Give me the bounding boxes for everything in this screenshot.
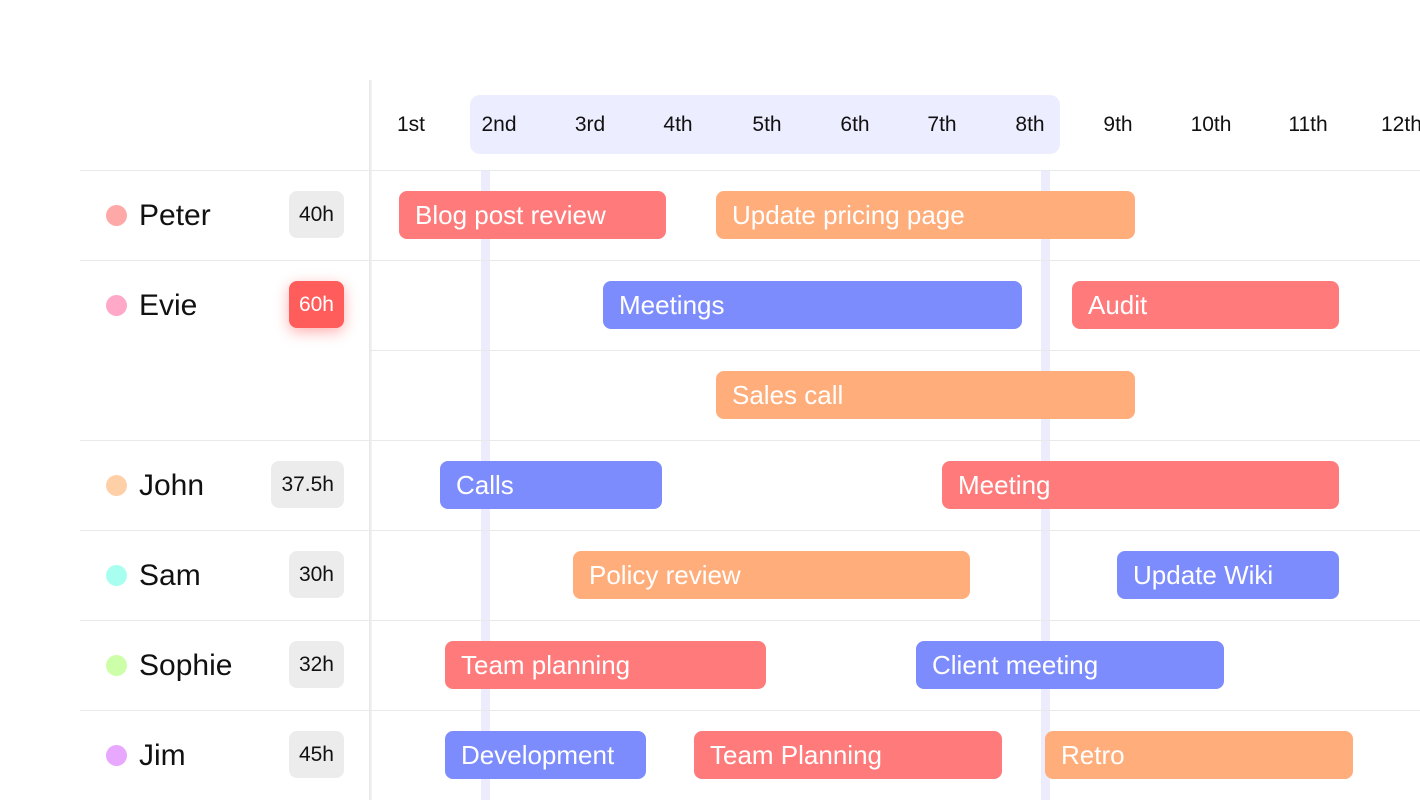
person-color-dot [106,295,127,316]
selected-date-range [470,95,1060,154]
hours-badge: 45h [288,731,344,778]
task-retro[interactable]: Retro [1045,731,1353,779]
task-development[interactable]: Development [445,731,646,779]
task-update-pricing-page[interactable]: Update pricing page [716,191,1135,239]
date-header-9th[interactable]: 9th [1103,113,1133,136]
task-meetings[interactable]: Meetings [603,281,1022,329]
date-header-5th[interactable]: 5th [752,113,782,136]
task-sales-call[interactable]: Sales call [716,371,1135,419]
task-audit[interactable]: Audit [1072,281,1339,329]
task-update-wiki[interactable]: Update Wiki [1117,551,1339,599]
person-color-dot [106,205,127,226]
hours-badge: 32h [288,641,344,688]
task-team-planning[interactable]: Team planning [445,641,766,689]
person-name: John [139,469,205,502]
task-team-planning-jim[interactable]: Team Planning [694,731,1002,779]
task-client-meeting[interactable]: Client meeting [916,641,1224,689]
person-row-sophie[interactable]: Sophie 32h [80,620,370,710]
row-divider [80,260,1420,261]
task-calls[interactable]: Calls [440,461,662,509]
person-color-dot [106,745,127,766]
person-name: Jim [139,739,186,772]
task-policy-review[interactable]: Policy review [573,551,970,599]
hours-badge: 40h [288,191,344,238]
date-header-12th[interactable]: 12th [1381,113,1420,136]
date-header-7th[interactable]: 7th [927,113,957,136]
row-divider [80,440,1420,441]
person-color-dot [106,655,127,676]
person-row-peter[interactable]: Peter 40h [80,170,370,260]
row-divider [80,170,1420,171]
date-header-10th[interactable]: 10th [1190,113,1232,136]
person-name: Peter [139,199,211,232]
date-header-3rd[interactable]: 3rd [574,113,606,136]
hours-badge: 37.5h [271,461,344,508]
row-divider [370,350,1420,351]
row-divider [80,530,1420,531]
person-row-john[interactable]: John 37.5h [80,440,370,530]
date-header-6th[interactable]: 6th [840,113,870,136]
date-header-2nd[interactable]: 2nd [481,113,517,136]
person-color-dot [106,565,127,586]
person-name: Sophie [139,649,233,682]
row-divider [80,710,1420,711]
person-row-evie[interactable]: Evie 60h [80,260,370,350]
person-color-dot [106,475,127,496]
row-divider [80,620,1420,621]
task-blog-post-review[interactable]: Blog post review [399,191,666,239]
date-header-11th[interactable]: 11th [1288,113,1328,136]
date-header-1st[interactable]: 1st [396,113,426,136]
date-header-4th[interactable]: 4th [663,113,693,136]
hours-badge: 30h [288,551,344,598]
hours-badge-overbooked: 60h [288,281,344,328]
person-name: Evie [139,289,198,322]
person-row-jim[interactable]: Jim 45h [80,710,370,800]
task-meeting[interactable]: Meeting [942,461,1339,509]
person-row-sam[interactable]: Sam 30h [80,530,370,620]
date-header-8th[interactable]: 8th [1015,113,1045,136]
person-name: Sam [139,559,201,592]
